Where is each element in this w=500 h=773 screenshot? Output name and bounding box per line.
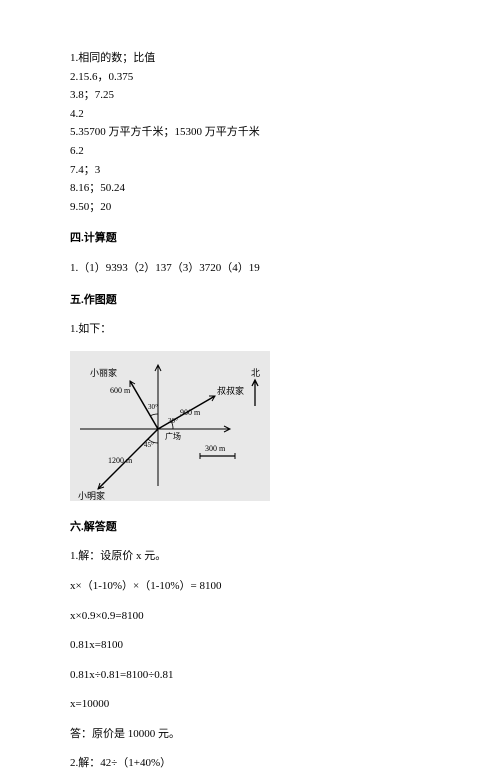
answer-line: 5.35700 万平方千米；15300 万平方千米 [70,124,430,142]
q1-step: x×0.9×0.9=8100 [70,608,430,626]
answer-line: 3.8；7.25 [70,87,430,105]
label-shushu: 叔叔家 [217,385,244,396]
section-4-line: 1.（1）9393（2）137（3）3720（4）19 [70,260,430,278]
answer-line: 9.50；20 [70,199,430,217]
section-5-heading: 五.作图题 [70,292,430,310]
label-scale: 300 m [205,444,226,453]
answer-line: 8.16；50.24 [70,180,430,198]
answer-line: 7.4；3 [70,162,430,180]
q1-intro: 1.解：设原价 x 元。 [70,548,430,566]
section-4-heading: 四.计算题 [70,230,430,248]
diagram-container: 小丽家 600 m 叔叔家 900 m 广场 30° 30° 45° 1200 … [70,351,430,501]
fill-answers-block: 1.相同的数；比值 2.15.6，0.375 3.8；7.25 4.2 5.35… [70,50,430,216]
label-900m: 900 m [180,408,201,417]
label-600m: 600 m [110,386,131,395]
q1-step: 0.81x÷0.81=8100÷0.81 [70,667,430,685]
q1-step: x×（1-10%）×（1-10%）= 8100 [70,578,430,596]
answer-line: 2.15.6，0.375 [70,69,430,87]
q1-step: x=10000 [70,696,430,714]
label-xiaoli: 小丽家 [90,367,117,378]
answer-line: 6.2 [70,143,430,161]
section-5-line: 1.如下： [70,321,430,339]
direction-diagram: 小丽家 600 m 叔叔家 900 m 广场 30° 30° 45° 1200 … [70,351,270,501]
label-ang30a: 30° [148,403,158,411]
q1-answer: 答：原价是 10000 元。 [70,726,430,744]
q1-step: 0.81x=8100 [70,637,430,655]
label-1200m: 1200 m [108,456,133,465]
label-guangchang: 广场 [165,431,181,441]
answer-line: 1.相同的数；比值 [70,50,430,68]
label-xiaoming: 小明家 [78,490,105,501]
label-north: 北 [251,368,260,378]
section-6-heading: 六.解答题 [70,519,430,537]
q2-intro: 2.解：42÷（1+40%） [70,755,430,773]
label-ang30b: 30° [168,417,178,425]
answer-line: 4.2 [70,106,430,124]
label-ang45: 45° [144,441,154,449]
